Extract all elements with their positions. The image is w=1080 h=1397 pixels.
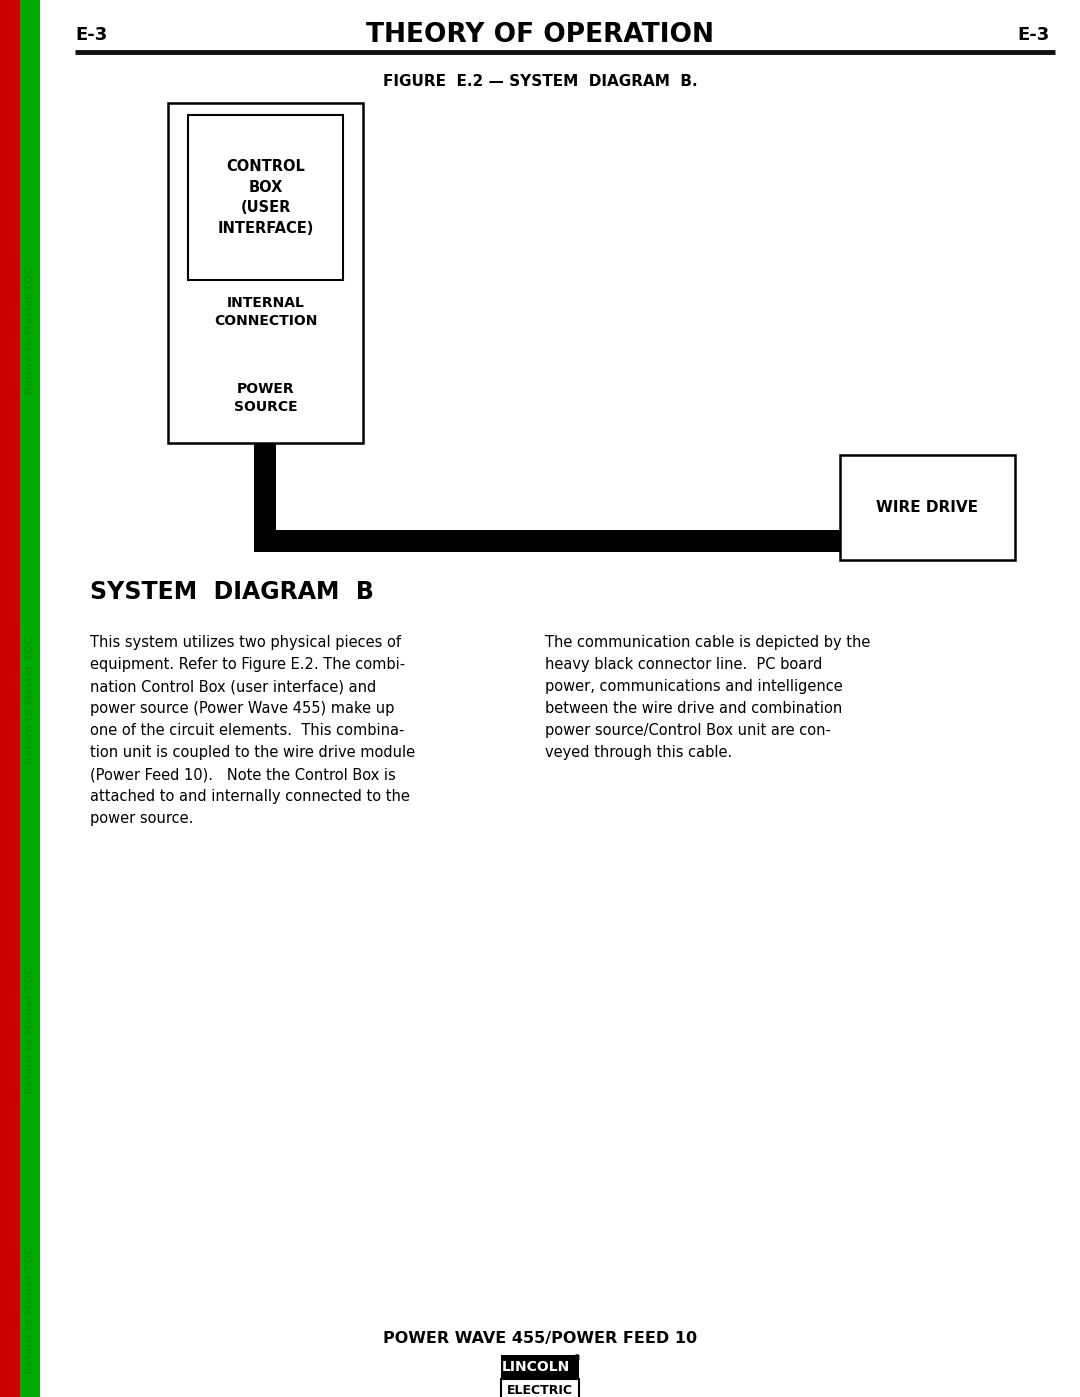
Text: POWER WAVE 455/POWER FEED 10: POWER WAVE 455/POWER FEED 10 bbox=[383, 1330, 697, 1345]
Bar bbox=[254, 443, 276, 545]
Text: power source/Control Box unit are con-: power source/Control Box unit are con- bbox=[545, 724, 831, 738]
Text: The communication cable is depicted by the: The communication cable is depicted by t… bbox=[545, 636, 870, 650]
Text: Return to Section TOC: Return to Section TOC bbox=[5, 1245, 15, 1376]
Text: Return to Section TOC: Return to Section TOC bbox=[5, 964, 15, 1095]
Bar bbox=[501, 1379, 579, 1397]
Text: Return to Master TOC: Return to Master TOC bbox=[25, 267, 35, 394]
Bar bbox=[840, 455, 1015, 560]
Text: Return to Section TOC: Return to Section TOC bbox=[5, 264, 15, 395]
Text: power source.: power source. bbox=[90, 812, 193, 826]
Text: heavy black connector line.  PC board: heavy black connector line. PC board bbox=[545, 657, 822, 672]
Bar bbox=[501, 1355, 579, 1379]
Text: E-3: E-3 bbox=[1017, 27, 1050, 43]
Text: Return to Master TOC: Return to Master TOC bbox=[25, 967, 35, 1094]
Text: one of the circuit elements.  This combina-: one of the circuit elements. This combin… bbox=[90, 724, 404, 738]
Text: power source (Power Wave 455) make up: power source (Power Wave 455) make up bbox=[90, 701, 394, 717]
Text: E-3: E-3 bbox=[75, 27, 107, 43]
Text: CONTROL
BOX
(USER
INTERFACE): CONTROL BOX (USER INTERFACE) bbox=[217, 159, 313, 236]
Text: Return to Master TOC: Return to Master TOC bbox=[25, 1246, 35, 1373]
Text: attached to and internally connected to the: attached to and internally connected to … bbox=[90, 789, 410, 805]
Text: Return to Master TOC: Return to Master TOC bbox=[25, 636, 35, 764]
Text: (Power Feed 10).   Note the Control Box is: (Power Feed 10). Note the Control Box is bbox=[90, 767, 395, 782]
Text: ®: ® bbox=[572, 1355, 581, 1363]
Bar bbox=[0, 0, 21, 1397]
Text: FIGURE  E.2 — SYSTEM  DIAGRAM  B.: FIGURE E.2 — SYSTEM DIAGRAM B. bbox=[382, 74, 698, 89]
Text: equipment. Refer to Figure E.2. The combi-: equipment. Refer to Figure E.2. The comb… bbox=[90, 657, 405, 672]
Bar bbox=[168, 103, 363, 443]
Text: ELECTRIC: ELECTRIC bbox=[507, 1383, 573, 1397]
Text: POWER
SOURCE: POWER SOURCE bbox=[233, 381, 297, 415]
Text: INTERNAL
CONNECTION: INTERNAL CONNECTION bbox=[214, 296, 318, 328]
Text: WIRE DRIVE: WIRE DRIVE bbox=[877, 500, 978, 515]
Bar bbox=[254, 529, 840, 552]
Text: veyed through this cable.: veyed through this cable. bbox=[545, 745, 732, 760]
Text: LINCOLN: LINCOLN bbox=[502, 1361, 570, 1375]
Text: between the wire drive and combination: between the wire drive and combination bbox=[545, 701, 842, 717]
Text: SYSTEM  DIAGRAM  B: SYSTEM DIAGRAM B bbox=[90, 580, 374, 604]
Text: This system utilizes two physical pieces of: This system utilizes two physical pieces… bbox=[90, 636, 401, 650]
Text: Return to Section TOC: Return to Section TOC bbox=[5, 634, 15, 766]
Text: power, communications and intelligence: power, communications and intelligence bbox=[545, 679, 842, 694]
Bar bbox=[188, 115, 343, 279]
Bar bbox=[21, 0, 40, 1397]
Text: nation Control Box (user interface) and: nation Control Box (user interface) and bbox=[90, 679, 376, 694]
Text: THEORY OF OPERATION: THEORY OF OPERATION bbox=[366, 22, 714, 47]
Text: tion unit is coupled to the wire drive module: tion unit is coupled to the wire drive m… bbox=[90, 745, 415, 760]
